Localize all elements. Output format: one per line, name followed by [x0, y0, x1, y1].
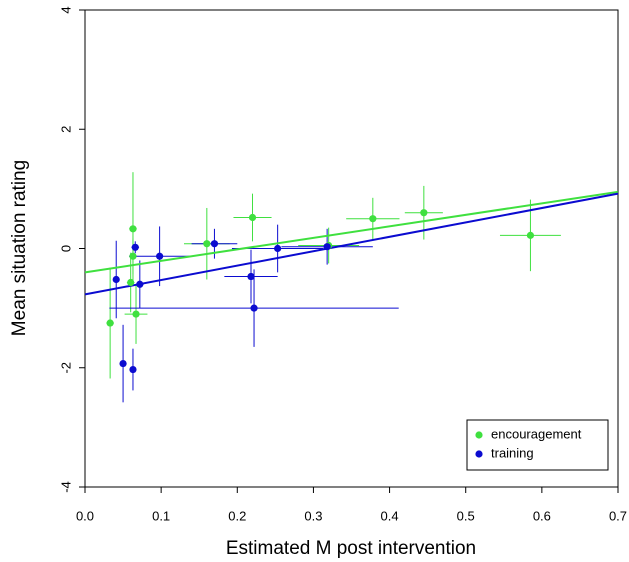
y-axis-title: Mean situation rating: [9, 160, 30, 336]
y-tick-label: -4: [58, 481, 73, 493]
point: [250, 304, 258, 312]
point: [247, 272, 255, 281]
legend-label: training: [491, 445, 534, 460]
x-axis-title: Estimated M post intervention: [226, 538, 476, 559]
x-tick-label: 0.2: [228, 508, 246, 523]
point: [526, 231, 535, 239]
point: [420, 209, 428, 217]
point: [129, 252, 137, 260]
point: [127, 278, 135, 287]
point: [119, 359, 127, 368]
y-tick-label: 2: [58, 126, 73, 133]
x-tick-label: 0.6: [533, 508, 551, 523]
x-tick-label: 0.5: [457, 508, 475, 523]
legend-marker: [475, 431, 483, 439]
point: [136, 280, 144, 288]
legend-box: [466, 419, 609, 471]
point: [129, 365, 137, 374]
point: [112, 275, 120, 284]
y-tick-label: 0: [58, 245, 73, 252]
x-tick-label: 0.3: [304, 508, 322, 523]
legend-marker: [475, 450, 483, 458]
x-tick-label: 0.7: [609, 508, 627, 523]
fit-line: [84, 192, 619, 296]
point: [210, 240, 219, 248]
point: [132, 310, 140, 318]
point: [203, 240, 211, 248]
point: [248, 213, 257, 222]
point: [274, 244, 282, 253]
x-tick-label: 0.0: [76, 508, 94, 523]
y-tick-label: 4: [58, 6, 73, 13]
point: [129, 225, 137, 233]
point: [131, 243, 139, 251]
x-tick-label: 0.4: [381, 508, 399, 523]
point: [369, 215, 377, 223]
point: [323, 243, 331, 251]
y-tick-label: -2: [58, 362, 73, 374]
point: [106, 319, 114, 327]
x-tick-label: 0.1: [152, 508, 170, 523]
legend-label: encouragement: [491, 426, 582, 441]
point: [156, 252, 164, 260]
fit-line: [84, 190, 619, 274]
plot-frame: [84, 9, 619, 488]
